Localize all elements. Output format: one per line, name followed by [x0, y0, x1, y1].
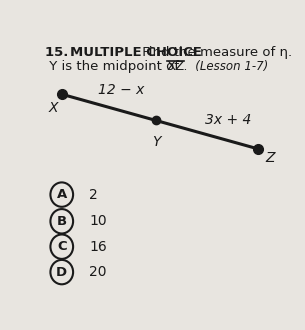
Text: .  (Lesson 1-7): . (Lesson 1-7) [184, 60, 268, 73]
Text: 15.: 15. [45, 46, 73, 59]
Text: D: D [56, 266, 67, 279]
Text: Y is the midpoint of: Y is the midpoint of [45, 60, 184, 73]
Text: 16: 16 [89, 240, 107, 254]
Text: Z: Z [265, 151, 274, 165]
Text: C: C [57, 240, 66, 253]
Text: 3x + 4: 3x + 4 [205, 113, 252, 127]
Text: XZ: XZ [167, 60, 185, 73]
Text: 10: 10 [89, 214, 106, 228]
Text: 12 − x: 12 − x [98, 83, 144, 97]
Text: B: B [57, 215, 67, 228]
Text: MULTIPLE CHOICE: MULTIPLE CHOICE [70, 46, 202, 59]
Text: Find the measure of η.: Find the measure of η. [70, 46, 292, 59]
Text: X: X [49, 101, 58, 116]
Text: Y: Y [152, 135, 161, 149]
Text: 2: 2 [89, 187, 98, 202]
Text: A: A [57, 188, 67, 201]
Text: 20: 20 [89, 265, 106, 279]
